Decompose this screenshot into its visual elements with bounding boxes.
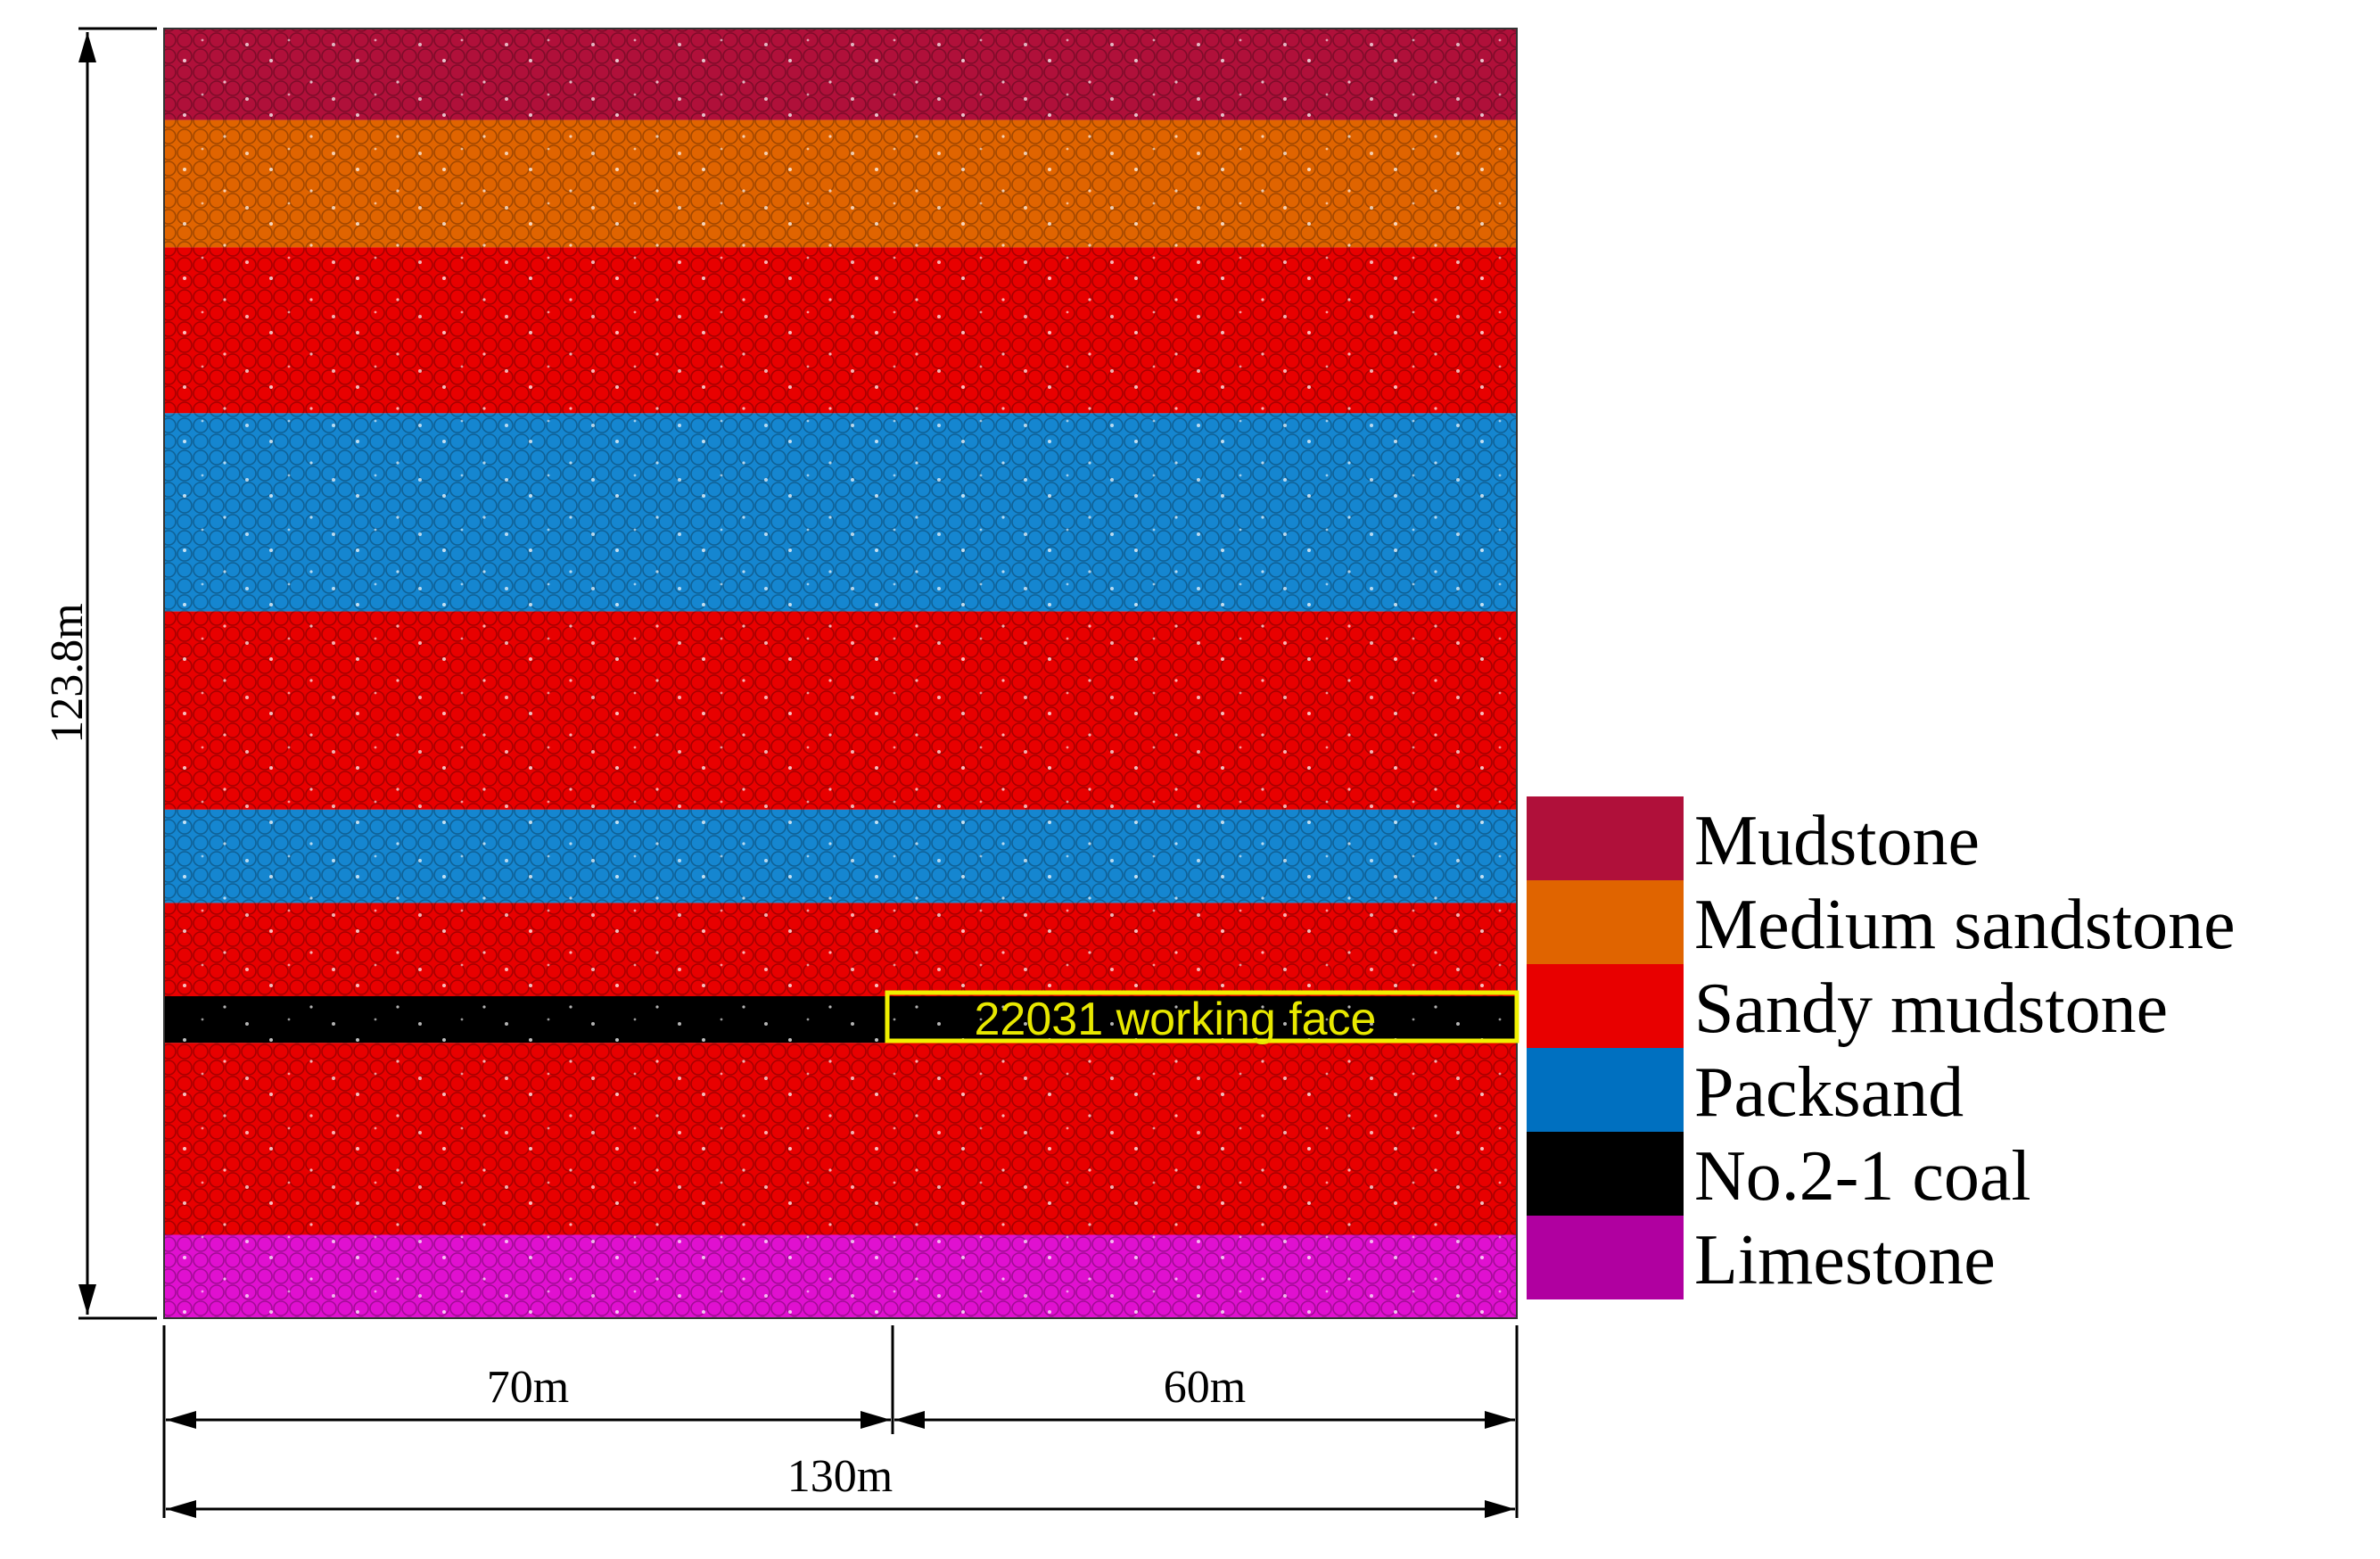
total-width-label: 130m xyxy=(787,1451,893,1502)
height-label: 123.8m xyxy=(42,603,93,743)
width-dimensions xyxy=(162,1325,1519,1518)
stratum-speckle-8 xyxy=(164,1043,1517,1235)
legend-swatch-limestone xyxy=(1527,1216,1684,1299)
legend-swatch-no-2-1-coal xyxy=(1527,1132,1684,1216)
legend-label-limestone: Limestone xyxy=(1694,1221,1996,1299)
left-span-label: 70m xyxy=(487,1362,569,1413)
stratum-speckle-9 xyxy=(164,1234,1517,1318)
right-span-label: 60m xyxy=(1164,1362,1246,1413)
stratum-speckle-7 xyxy=(164,996,1517,1043)
legend-swatch-medium-sandstone xyxy=(1527,880,1684,964)
working-face-label: 22031 working face xyxy=(975,994,1377,1045)
stratum-speckle-5 xyxy=(164,809,1517,903)
legend-label-no-2-1-coal: No.2-1 coal xyxy=(1694,1137,2031,1216)
stratum-speckle-1 xyxy=(164,120,1517,248)
legend-label-mudstone: Mudstone xyxy=(1694,802,1980,880)
height-dimension xyxy=(78,27,157,1320)
stratum-speckle-6 xyxy=(164,903,1517,997)
stratum-speckle-0 xyxy=(164,29,1517,120)
legend-swatch-sandy-mudstone xyxy=(1527,964,1684,1048)
legend-label-packsand: Packsand xyxy=(1694,1053,1964,1132)
legend-swatch-mudstone xyxy=(1527,796,1684,880)
strata-layers xyxy=(163,28,1518,1319)
stratum-speckle-4 xyxy=(164,611,1517,810)
stratum-speckle-3 xyxy=(164,413,1517,612)
working-face-box xyxy=(885,990,1519,1043)
stratum-speckle-2 xyxy=(164,247,1517,414)
legend-label-medium-sandstone: Medium sandstone xyxy=(1694,886,2236,964)
legend-label-sandy-mudstone: Sandy mudstone xyxy=(1694,969,2168,1048)
model-border xyxy=(163,28,1518,1319)
legend-swatch-packsand xyxy=(1527,1048,1684,1132)
